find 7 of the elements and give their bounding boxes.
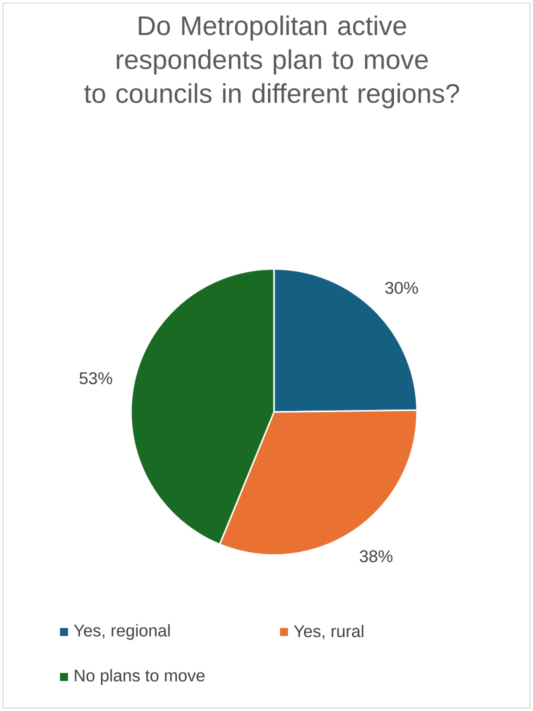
legend-label: No plans to move	[74, 669, 205, 685]
data-label: 38%	[360, 550, 392, 562]
legend-label: Yes, regional	[74, 624, 170, 640]
data-label: 53%	[80, 372, 112, 384]
legend-label: Yes, rural	[294, 624, 364, 640]
data-label: 30%	[385, 282, 418, 294]
chart-title: Do Metropolitan active respondents plan to move to councils in different regions?	[84, 16, 460, 108]
